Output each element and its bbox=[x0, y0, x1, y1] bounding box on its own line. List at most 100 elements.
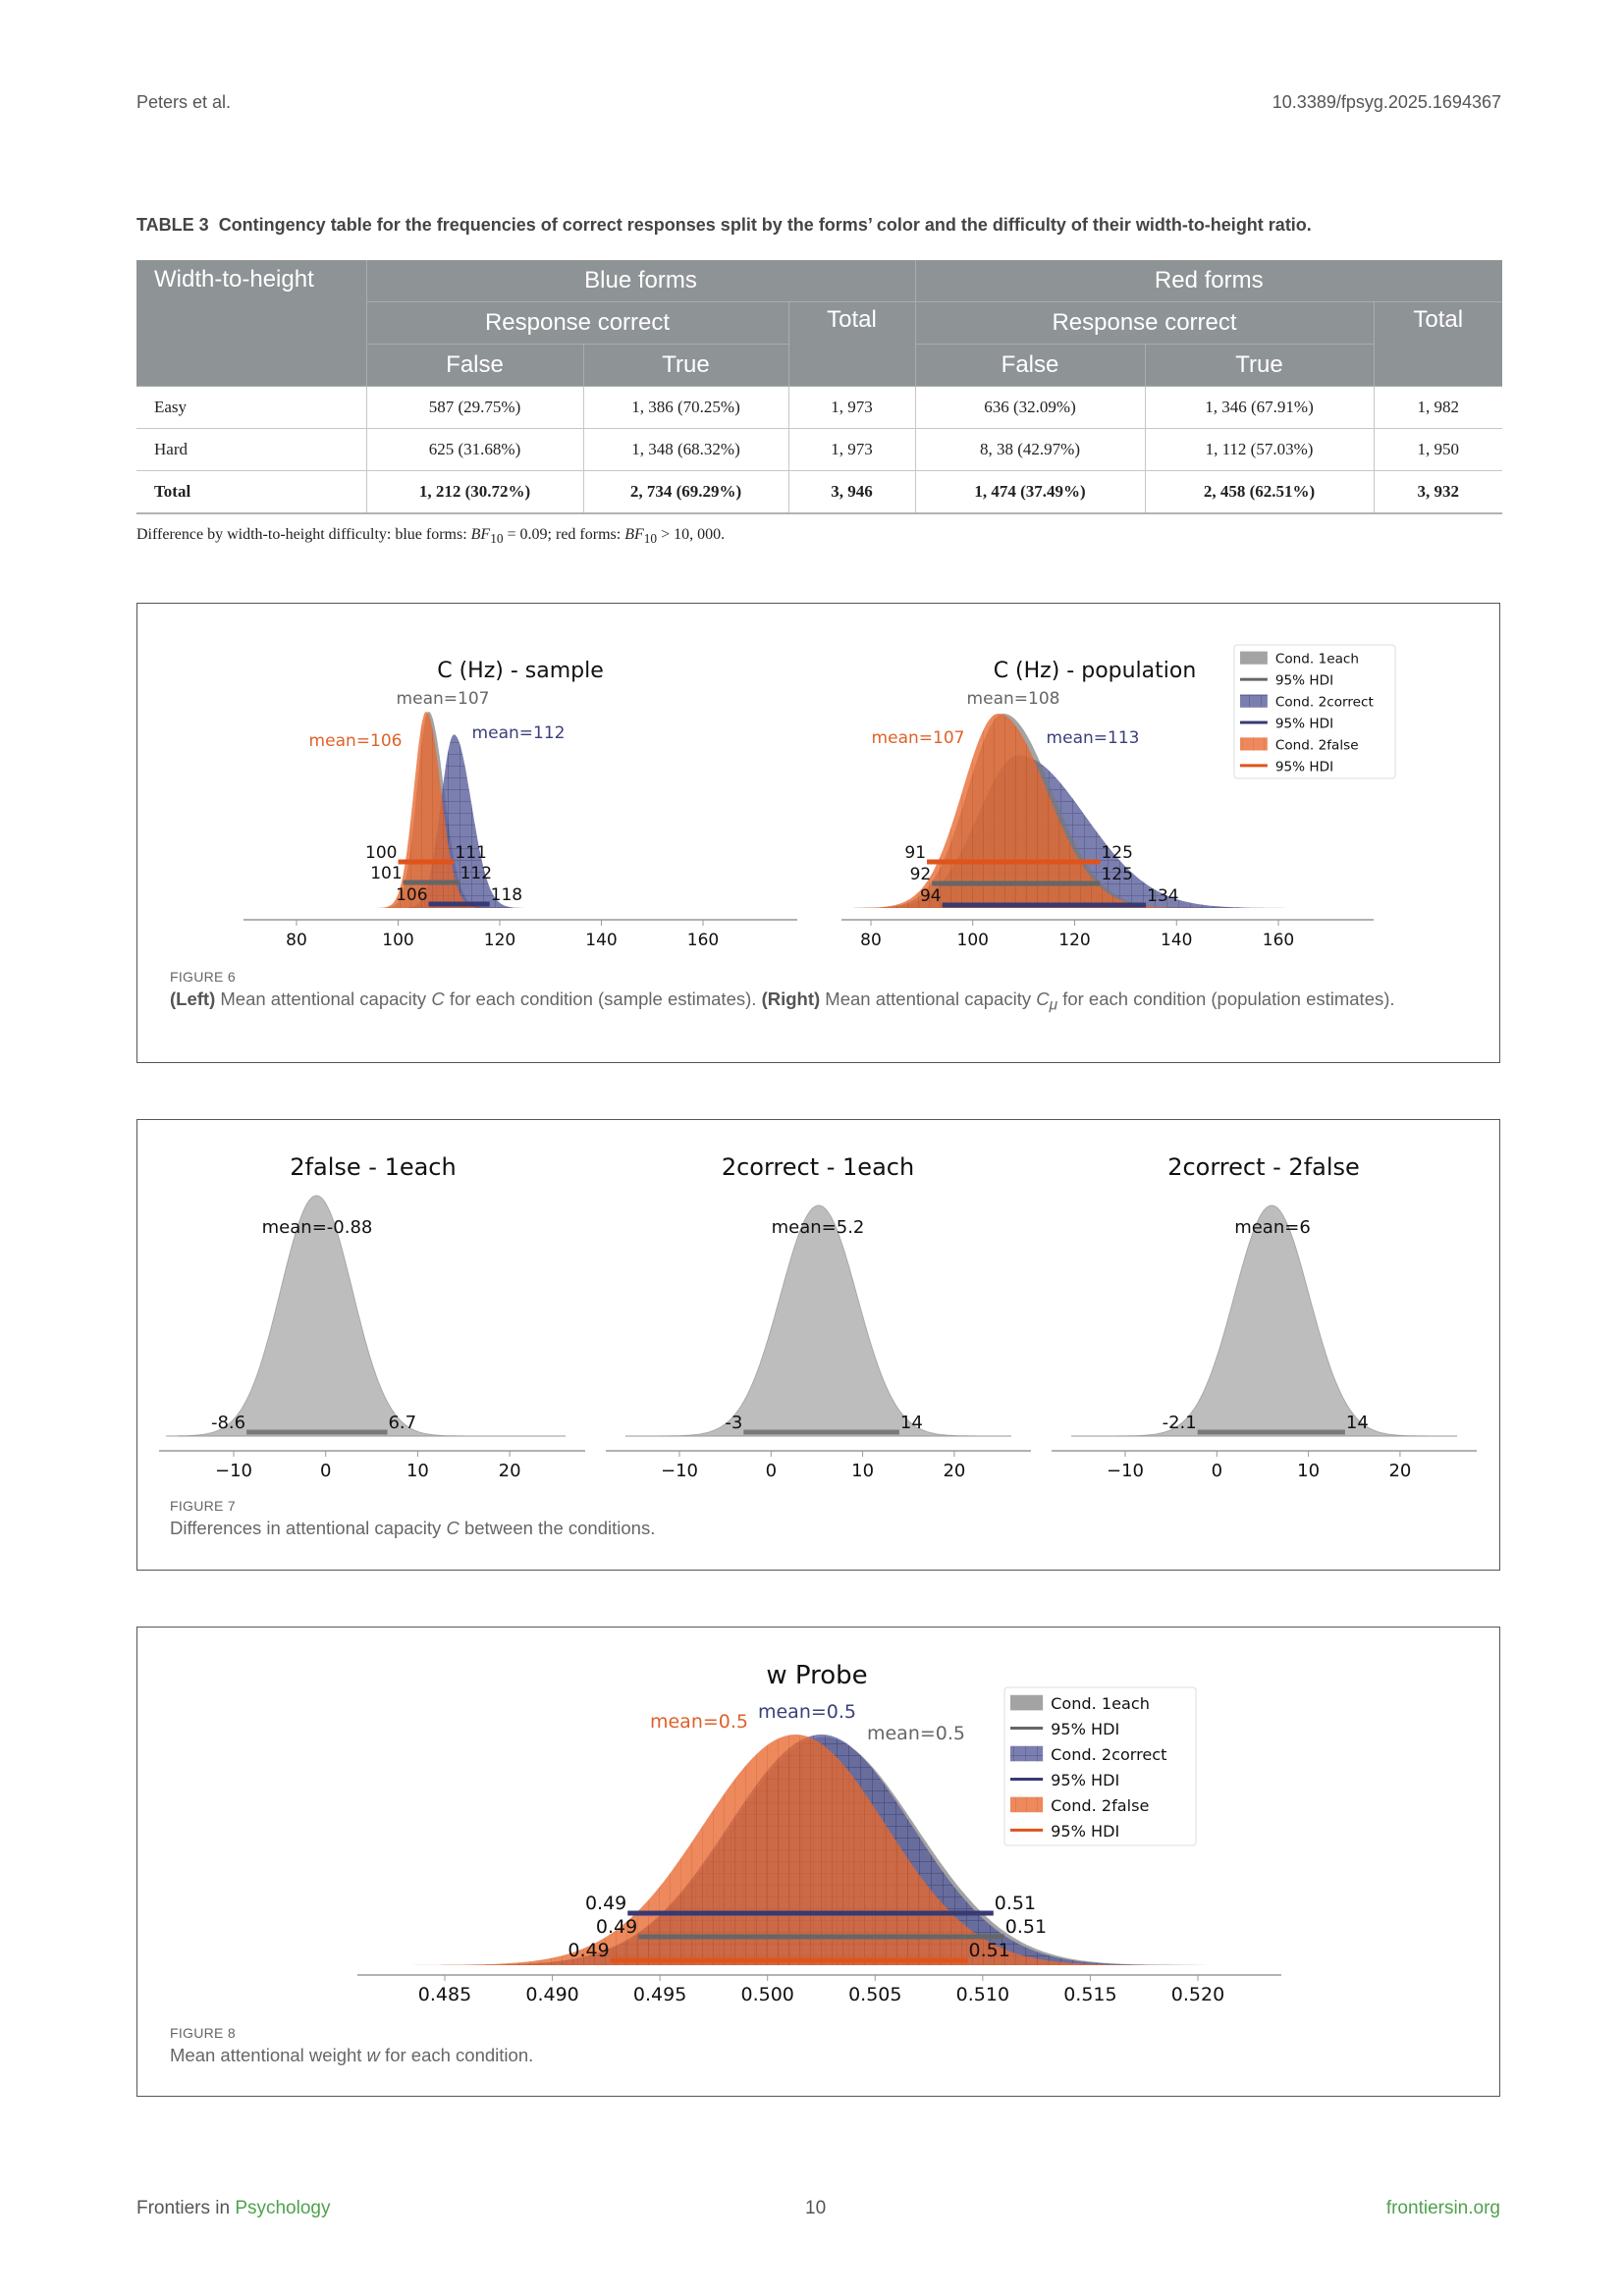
x-tick-label: −10 bbox=[215, 1461, 252, 1481]
density-orange bbox=[406, 1735, 1175, 1965]
x-tick-label: 20 bbox=[499, 1461, 521, 1481]
x-tick-label: 100 bbox=[382, 931, 413, 950]
hdi-high-label: 0.51 bbox=[969, 1940, 1010, 1961]
note-text: > 10, 000. bbox=[657, 526, 726, 543]
note-text: = 0.09; red forms: bbox=[503, 526, 625, 543]
hdi-low-label: 0.49 bbox=[596, 1916, 637, 1938]
cell: 1, 982 bbox=[1373, 386, 1502, 429]
legend-entry: Cond. 2false bbox=[1051, 1796, 1149, 1815]
chart-title: 2correct - 2false bbox=[1167, 1153, 1360, 1181]
running-author: Peters et al. bbox=[136, 92, 232, 112]
x-tick-label: 0.495 bbox=[633, 1984, 686, 2005]
caption-sub: μ bbox=[1049, 996, 1058, 1014]
mean-label-orange: mean=0.5 bbox=[650, 1711, 748, 1733]
hdi-high-label: 0.51 bbox=[995, 1893, 1036, 1914]
density-gray bbox=[657, 1204, 981, 1437]
mean-label-gray: mean=107 bbox=[397, 689, 490, 709]
group-red-forms: Red forms bbox=[914, 260, 1502, 302]
x-tick-label: 0 bbox=[1212, 1461, 1222, 1481]
legend-box bbox=[1003, 1686, 1197, 1846]
legend-entry: 95% HDI bbox=[1275, 716, 1333, 731]
hdi-high-label: 112 bbox=[460, 864, 492, 883]
note-sub: 10 bbox=[490, 531, 504, 547]
hdi-low-label: 101 bbox=[370, 864, 402, 883]
table-caption-text: Contingency table for the frequencies of… bbox=[218, 215, 1312, 235]
cell: 2, 734 (69.29%) bbox=[582, 470, 789, 514]
col-header-width-to-height: Width-to-height bbox=[136, 260, 367, 387]
x-tick-label: 0 bbox=[766, 1461, 777, 1481]
red-total-header: Total bbox=[1373, 301, 1502, 387]
table-row: Easy 587 (29.75%) 1, 386 (70.25%) 1, 973 63… bbox=[136, 386, 1502, 429]
caption-italic: C bbox=[1036, 988, 1050, 1009]
figure-8-label: FIGURE 8 bbox=[170, 2025, 236, 2041]
hdi-high-label: 134 bbox=[1147, 886, 1178, 906]
note-bf: BF bbox=[624, 526, 644, 543]
group-blue-forms: Blue forms bbox=[365, 260, 916, 302]
hdi-high-label: 111 bbox=[455, 843, 486, 863]
figure-7-caption: Differences in attentional capacity C be… bbox=[170, 1517, 1446, 1540]
chart-title: C (Hz) - population bbox=[994, 659, 1197, 683]
x-tick-label: 10 bbox=[851, 1461, 874, 1481]
x-tick-label: 20 bbox=[943, 1461, 965, 1481]
figure-8-caption: Mean attentional weight w for each condi… bbox=[170, 2044, 1446, 2067]
legend-entry: 95% HDI bbox=[1275, 673, 1333, 689]
mean-label-blue: mean=113 bbox=[1047, 728, 1140, 748]
contingency-table: Width-to-height Blue forms Red forms Res… bbox=[136, 260, 1502, 514]
cell: 8, 38 (42.97%) bbox=[914, 428, 1146, 471]
x-tick-label: 80 bbox=[286, 931, 307, 950]
caption-italic: w bbox=[366, 2045, 380, 2065]
legend-entry: Cond. 2correct bbox=[1275, 695, 1374, 711]
legend-entry: 95% HDI bbox=[1051, 1822, 1119, 1841]
x-tick-label: 0.515 bbox=[1063, 1984, 1116, 2005]
density-orange bbox=[374, 712, 488, 908]
cell: 1, 950 bbox=[1373, 428, 1502, 471]
blue-total-header: Total bbox=[787, 301, 916, 387]
red-response-correct: Response correct bbox=[914, 301, 1375, 345]
x-tick-label: 160 bbox=[1263, 931, 1294, 950]
hdi-high-label: 118 bbox=[491, 885, 522, 905]
x-tick-label: 0.505 bbox=[848, 1984, 901, 2005]
chart-title: 2correct - 1each bbox=[722, 1153, 914, 1181]
caption-bold: (Right) bbox=[761, 988, 821, 1009]
mean-label-orange: mean=106 bbox=[309, 731, 403, 751]
legend-swatch-blue bbox=[1010, 1745, 1044, 1762]
hdi-high-label: 14 bbox=[900, 1413, 923, 1433]
caption-text: Mean attentional weight bbox=[170, 2045, 367, 2065]
red-false-header: False bbox=[914, 344, 1146, 387]
hdi-low-label: 91 bbox=[904, 843, 926, 863]
cell: 636 (32.09%) bbox=[914, 386, 1146, 429]
caption-text: between the conditions. bbox=[459, 1518, 656, 1538]
mean-label-orange: mean=107 bbox=[872, 728, 965, 748]
legend-entry: Cond. 2correct bbox=[1051, 1745, 1166, 1764]
figure-7-frame bbox=[136, 1119, 1500, 1571]
legend-swatch-blue bbox=[1240, 694, 1268, 708]
x-tick-label: 0.520 bbox=[1171, 1984, 1224, 2005]
cell: 3, 946 bbox=[787, 470, 916, 514]
figure-7-label: FIGURE 7 bbox=[170, 1498, 236, 1514]
table-caption: TABLE 3 Contingency table for the freque… bbox=[136, 215, 1312, 236]
caption-text: Mean attentional capacity bbox=[215, 988, 432, 1009]
footer-journal[interactable]: Frontiers in Psychology bbox=[136, 2198, 330, 2219]
mean-label-blue: mean=112 bbox=[472, 723, 566, 743]
hdi-high-label: 125 bbox=[1101, 843, 1132, 863]
cell: 1, 212 (30.72%) bbox=[365, 470, 584, 514]
row-label: Easy bbox=[136, 386, 367, 429]
hdi-low-label: -8.6 bbox=[211, 1413, 245, 1433]
doi[interactable]: 10.3389/fpsyg.2025.1694367 bbox=[1272, 92, 1501, 112]
mean-label-blue: mean=0.5 bbox=[758, 1701, 856, 1723]
legend-entry: Cond. 1each bbox=[1051, 1694, 1150, 1713]
footer-journal-name: Psychology bbox=[235, 2198, 331, 2218]
hdi-low-label: -3 bbox=[725, 1413, 742, 1433]
x-tick-label: 0.485 bbox=[418, 1984, 471, 2005]
x-tick-label: 140 bbox=[585, 931, 617, 950]
mean-label-gray: mean=5.2 bbox=[772, 1217, 865, 1238]
hdi-low-label: 100 bbox=[365, 843, 397, 863]
blue-false-header: False bbox=[365, 344, 584, 387]
hdi-high-label: 14 bbox=[1346, 1413, 1369, 1433]
chart-title: C (Hz) - sample bbox=[437, 659, 604, 683]
note-sub: 10 bbox=[643, 531, 658, 547]
legend-swatch-gray bbox=[1010, 1694, 1044, 1711]
footer-site-link[interactable]: frontiersin.org bbox=[1385, 2198, 1500, 2218]
